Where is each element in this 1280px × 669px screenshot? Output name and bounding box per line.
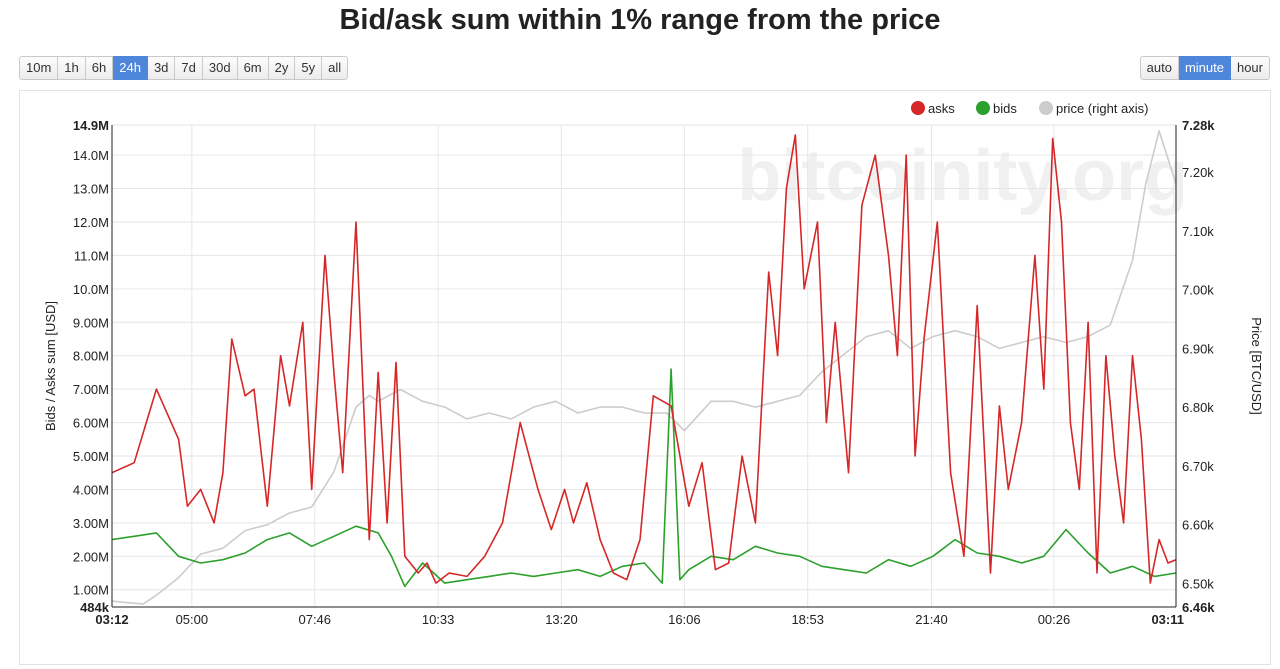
y2-tick-label: 6.70k [1182, 459, 1214, 474]
legend-label: price (right axis) [1056, 101, 1148, 116]
x-tick-label: 18:53 [791, 612, 824, 627]
x-tick-label: 21:40 [915, 612, 948, 627]
y-tick-label: 8.00M [73, 349, 109, 364]
y-tick-label: 7.00M [73, 382, 109, 397]
y-tick-label: 12.0M [73, 215, 109, 230]
range-button-10m[interactable]: 10m [19, 56, 59, 80]
y-tick-label: 4.00M [73, 482, 109, 497]
y-axis-title: Bids / Asks sum [USD] [43, 301, 58, 431]
range-button-7d[interactable]: 7d [175, 56, 203, 80]
legend: asks bids price (right axis) [911, 101, 1148, 116]
range-button-3d[interactable]: 3d [147, 56, 176, 80]
range-button-6h[interactable]: 6h [85, 56, 114, 80]
y2-tick-label: 6.80k [1182, 400, 1214, 415]
range-button-30d[interactable]: 30d [202, 56, 238, 80]
y2-axis-title: Price [BTC/USD] [1249, 317, 1264, 415]
y-tick-label: 14.0M [73, 148, 109, 163]
legend-marker [1039, 101, 1053, 115]
x-tick-label: 10:33 [422, 612, 455, 627]
x-tick-label: 05:00 [176, 612, 209, 627]
y-tick-label: 5.00M [73, 449, 109, 464]
y2-tick-label: 6.90k [1182, 341, 1214, 356]
y-tick-label: 14.9M [73, 118, 109, 133]
chart-frame [19, 90, 1271, 665]
y-tick-label: 10.0M [73, 282, 109, 297]
x-tick-label: 03:11 [1151, 612, 1184, 627]
range-button-6m[interactable]: 6m [237, 56, 269, 80]
resolution-selector: auto minute hour [1139, 56, 1270, 80]
x-tick-label: 00:26 [1038, 612, 1071, 627]
y2-tick-label: 6.50k [1182, 576, 1214, 591]
series-line-price [111, 130, 1177, 605]
y2-tick-label: 7.00k [1182, 283, 1214, 298]
range-button-1h[interactable]: 1h [58, 56, 86, 80]
y-tick-label: 484k [80, 600, 110, 615]
range-button-24h[interactable]: 24h [113, 56, 148, 80]
y-tick-label: 11.0M [74, 248, 109, 263]
axes: 484k 1.00M 2.00M 3.00M 4.00M 5.00M 6.00M 7.00M 8… [43, 118, 1264, 627]
range-button-2y[interactable]: 2y [268, 56, 296, 80]
y-tick-label: 9.00M [73, 315, 109, 330]
x-tick-label: 03:12 [95, 612, 128, 627]
resolution-button-minute[interactable]: minute [1178, 56, 1231, 80]
y-tick-label: 3.00M [73, 516, 109, 531]
y-tick-label: 13.0M [73, 182, 109, 197]
range-button-all[interactable]: all [322, 56, 349, 80]
legend-marker [911, 101, 925, 115]
legend-marker [976, 101, 990, 115]
legend-item-asks[interactable]: asks [911, 101, 955, 116]
legend-item-bids[interactable]: bids [976, 101, 1017, 116]
time-range-selector: 10m 1h 6h 24h 3d 7d 30d 6m 2y 5y all [19, 56, 349, 80]
resolution-button-auto[interactable]: auto [1139, 56, 1179, 80]
y2-tick-label: 7.20k [1182, 165, 1214, 180]
page-title: Bid/ask sum within 1% range from the pri… [339, 4, 941, 36]
legend-item-price[interactable]: price (right axis) [1039, 101, 1148, 116]
legend-label: bids [993, 101, 1017, 116]
series-layer [111, 130, 1177, 605]
y-tick-label: 2.00M [73, 549, 109, 564]
range-button-5y[interactable]: 5y [295, 56, 323, 80]
y2-tick-label: 6.60k [1182, 518, 1214, 533]
series-line-bids [111, 368, 1177, 588]
y2-tick-label: 7.10k [1182, 224, 1214, 239]
watermark-text: bitcoinity.org [737, 136, 1188, 216]
y-tick-label: 6.00M [73, 416, 109, 431]
y-tick-label: 1.00M [73, 583, 109, 598]
x-tick-label: 07:46 [298, 612, 331, 627]
x-tick-label: 13:20 [545, 612, 578, 627]
y2-tick-label: 7.28k [1182, 118, 1215, 133]
x-tick-label: 16:06 [668, 612, 701, 627]
resolution-button-hour[interactable]: hour [1230, 56, 1270, 80]
legend-label: asks [928, 101, 955, 116]
series-line-asks [111, 134, 1177, 584]
y2-tick-label: 6.46k [1182, 600, 1215, 615]
